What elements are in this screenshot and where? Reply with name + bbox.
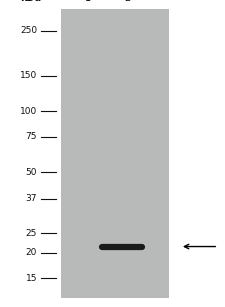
Text: 75: 75: [25, 132, 37, 141]
Text: 50: 50: [25, 168, 37, 177]
Text: 1: 1: [85, 0, 91, 3]
Text: 250: 250: [20, 26, 37, 35]
Text: 20: 20: [26, 248, 37, 257]
Text: 100: 100: [20, 107, 37, 116]
Text: 15: 15: [25, 274, 37, 283]
Text: 150: 150: [20, 71, 37, 80]
Text: 25: 25: [26, 229, 37, 238]
Text: 2: 2: [125, 0, 131, 3]
Text: 37: 37: [25, 194, 37, 203]
Text: kDa: kDa: [20, 0, 41, 3]
